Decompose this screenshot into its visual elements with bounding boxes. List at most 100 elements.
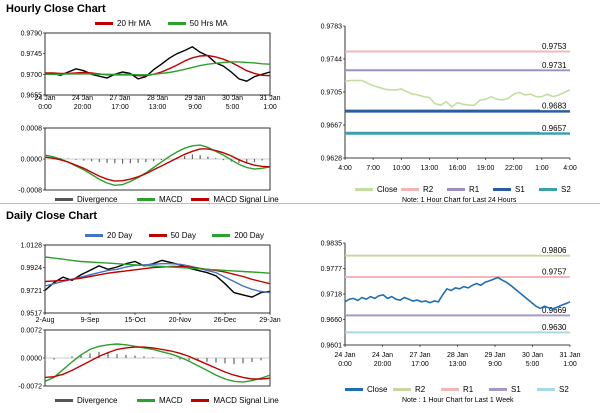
hourly_price-xtick: 20:00 bbox=[74, 104, 92, 111]
daily_price-frame bbox=[44, 244, 271, 314]
hourly-price-legend: 20 Hr MA 50 Hrs MA bbox=[95, 19, 275, 31]
legend-swatch bbox=[539, 188, 557, 191]
hourly_pivot-ytick: 0.9744 bbox=[321, 57, 343, 64]
legend-item: R1 bbox=[441, 385, 473, 394]
legend-label: Close bbox=[377, 185, 398, 194]
hourly_pivot-level-label: 0.9683 bbox=[542, 102, 567, 111]
hourly_pivot-level-label: 0.9731 bbox=[542, 61, 567, 70]
legend-item: MACD bbox=[137, 396, 183, 405]
hourly_pivot-ytick: 0.9705 bbox=[321, 90, 343, 97]
legend-swatch bbox=[148, 234, 167, 237]
legend-item: Divergence bbox=[55, 396, 117, 405]
legend-swatch bbox=[393, 388, 411, 391]
legend-item: Close bbox=[345, 385, 387, 394]
hourly_price-xtick: 17:00 bbox=[111, 104, 129, 111]
hourly_pivot-level-label-bg bbox=[540, 42, 570, 51]
legend-label: S2 bbox=[559, 385, 569, 394]
hourly_price-xtick: 24 Jan bbox=[34, 95, 55, 102]
daily_price-ytick: 0.9924 bbox=[21, 265, 43, 272]
legend-item: S1 bbox=[493, 185, 525, 194]
legend-swatch bbox=[55, 198, 73, 201]
daily_pivot-ytick: 0.9601 bbox=[321, 343, 343, 350]
daily_price-ytick: 1.0128 bbox=[21, 243, 43, 250]
legend-swatch bbox=[355, 188, 373, 191]
hourly_price-xtick: 1:00 bbox=[263, 104, 277, 111]
daily_pivot-level-label: 0.9806 bbox=[542, 246, 567, 255]
daily_pivot-ytick: 0.9718 bbox=[321, 292, 343, 299]
legend-label: 20 Hr MA bbox=[117, 19, 151, 28]
legend-item: MACD bbox=[137, 195, 183, 204]
daily-price-legend: 20 Day 50 Day 200 Day bbox=[85, 231, 285, 243]
daily_pivot-ytick: 0.9835 bbox=[321, 241, 343, 248]
hourly_price-xtick: 0:00 bbox=[38, 104, 52, 111]
hourly_pivot-level-label-bg bbox=[540, 61, 570, 70]
legend-label: R2 bbox=[423, 185, 434, 194]
daily_pivot-level-label: 0.9669 bbox=[542, 306, 567, 315]
hourly-pivot-note: Note: 1 Hour Chart for Last 24 Hours bbox=[402, 197, 517, 204]
daily_pivot-level-label-bg bbox=[540, 268, 570, 276]
daily_pivot-xtick: 27 Jan bbox=[409, 352, 430, 359]
daily-pivot-legend: Close R2 R1 S1 S2 bbox=[345, 385, 595, 395]
hourly_price-frame bbox=[44, 32, 271, 96]
legend-label: S1 bbox=[511, 385, 521, 394]
hourly_price-xtick: 5:00 bbox=[226, 104, 240, 111]
daily_price-xtick: 9-Sep bbox=[81, 317, 100, 324]
daily_price-xtick: 2-Aug bbox=[36, 317, 55, 324]
hourly_price-ytick: 0.9790 bbox=[21, 31, 43, 38]
daily_pivot-xtick: 30 Jan bbox=[522, 352, 543, 359]
hourly_price-xtick: 29 Jan bbox=[184, 95, 205, 102]
legend-swatch bbox=[401, 188, 419, 191]
daily_pivot-level-label-bg bbox=[540, 246, 570, 255]
legend-item: 50 Hrs MA bbox=[167, 19, 228, 28]
hourly_pivot-xtick: 1:00 bbox=[535, 165, 549, 172]
hourly_pivot-xtick: 22:00 bbox=[505, 165, 523, 172]
daily_pivot-xtick: 1:00 bbox=[563, 361, 577, 368]
legend-label: 200 Day bbox=[234, 231, 264, 240]
legend-swatch bbox=[55, 399, 73, 402]
hourly_price-ytick: 0.9700 bbox=[21, 72, 43, 79]
section-divider bbox=[0, 203, 600, 204]
hourly_pivot-level-label: 0.9657 bbox=[542, 124, 567, 133]
legend-item: 20 Hr MA bbox=[95, 19, 151, 28]
hourly_pivot-xtick: 16:00 bbox=[449, 165, 467, 172]
daily_pivot-xtick: 9:00 bbox=[488, 361, 502, 368]
daily_pivot-xtick: 29 Jan bbox=[484, 352, 505, 359]
daily_pivot-level-label-bg bbox=[540, 323, 570, 332]
hourly_price-xtick: 28 Jan bbox=[147, 95, 168, 102]
legend-item: Close bbox=[355, 185, 397, 194]
daily_pivot-xtick: 24 Jan bbox=[372, 352, 393, 359]
daily_price-series-50-day bbox=[44, 265, 271, 285]
daily_pivot-xtick: 20:00 bbox=[374, 361, 392, 368]
legend-swatch bbox=[345, 388, 363, 391]
legend-label: Divergence bbox=[77, 396, 118, 405]
legend-item: Divergence bbox=[55, 195, 117, 204]
hourly_price-ytick: 0.9655 bbox=[21, 93, 43, 100]
daily_macd-series-macd bbox=[44, 343, 271, 383]
hourly_price-ytick: 0.9745 bbox=[21, 51, 43, 58]
hourly_price-xtick: 31 Jan bbox=[259, 95, 280, 102]
legend-label: MACD Signal Line bbox=[213, 195, 279, 204]
daily-section-title: Daily Close Chart bbox=[6, 210, 98, 222]
legend-label: 50 Day bbox=[170, 231, 196, 240]
hourly_pivot-xtick: 19:00 bbox=[477, 165, 495, 172]
hourly-macd-legend: Divergence MACD MACD Signal Line bbox=[55, 195, 295, 205]
legend-label: R2 bbox=[415, 385, 426, 394]
hourly_pivot-xtick: 7:00 bbox=[366, 165, 380, 172]
hourly_macd-ytick: 0.0008 bbox=[21, 126, 43, 133]
legend-swatch bbox=[489, 388, 507, 391]
legend-label: MACD bbox=[159, 195, 183, 204]
legend-item: MACD Signal Line bbox=[191, 396, 279, 405]
hourly_pivot-level-label: 0.9753 bbox=[542, 42, 567, 51]
legend-item: S2 bbox=[539, 185, 571, 194]
legend-item: 20 Day bbox=[85, 231, 132, 240]
daily_pivot-level-label: 0.9757 bbox=[542, 268, 567, 277]
legend-label: S1 bbox=[515, 185, 525, 194]
hourly_pivot-xtick: 13:00 bbox=[421, 165, 439, 172]
daily_price-xtick: 26-Dec bbox=[214, 317, 237, 324]
hourly-pivot-legend: Close R2 R1 S1 S2 bbox=[355, 185, 595, 195]
hourly_price-xtick: 24 Jan bbox=[72, 95, 93, 102]
hourly_pivot-series-close bbox=[344, 79, 571, 108]
legend-item: S1 bbox=[489, 385, 521, 394]
hourly_price-xtick: 27 Jan bbox=[109, 95, 130, 102]
